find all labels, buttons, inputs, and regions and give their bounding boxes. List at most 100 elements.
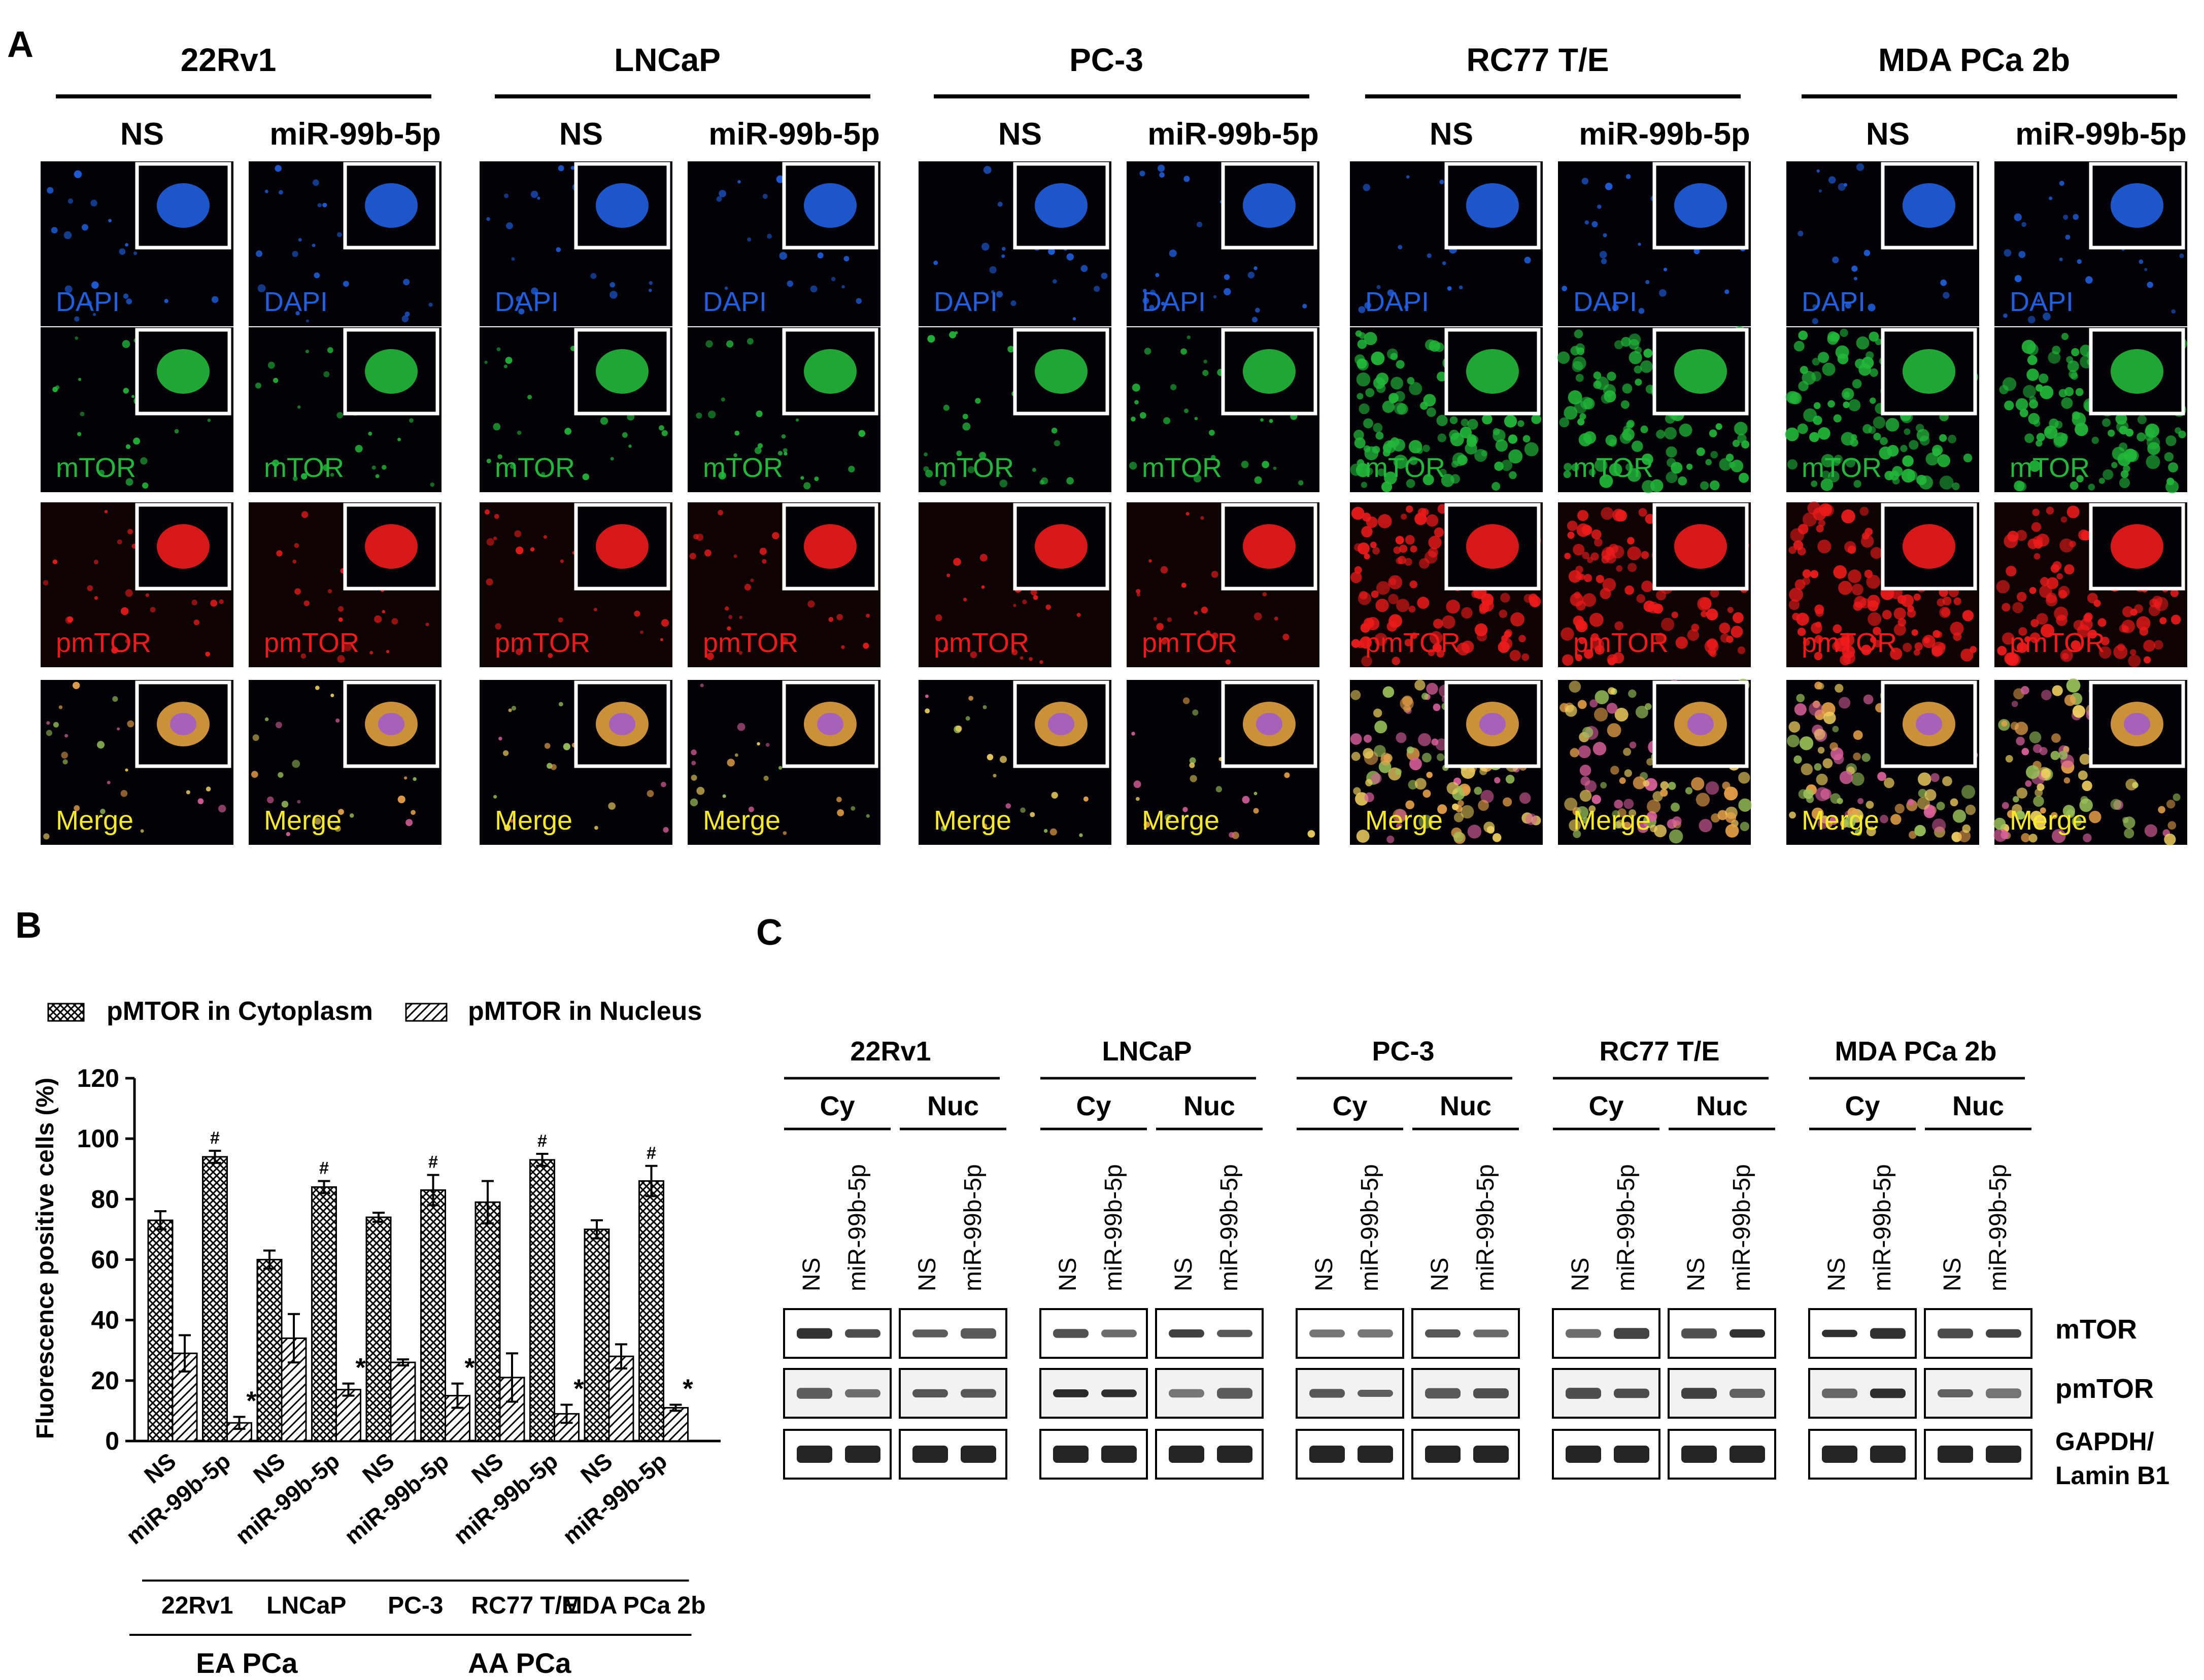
cell-spot bbox=[943, 404, 950, 411]
cell-spot bbox=[2012, 602, 2024, 613]
cell-spot bbox=[1833, 414, 1842, 423]
cell-spot bbox=[1931, 818, 1946, 833]
cell-spot bbox=[1911, 629, 1918, 636]
cell-spot bbox=[1428, 535, 1442, 550]
cell-spot bbox=[2014, 275, 2022, 283]
cell-spot bbox=[1351, 506, 1365, 520]
cell-spot bbox=[1950, 798, 1958, 807]
cell-spot bbox=[2080, 345, 2092, 357]
cell-spot bbox=[1499, 609, 1508, 619]
cell-spot bbox=[2001, 720, 2008, 727]
cell-spot bbox=[1419, 558, 1430, 569]
cell-spot bbox=[1370, 541, 1377, 548]
cell-spot bbox=[80, 412, 85, 417]
cell-spot bbox=[1811, 371, 1822, 382]
cell-spot bbox=[1529, 596, 1541, 607]
cell-spot bbox=[1409, 580, 1418, 589]
cell-spot bbox=[2016, 810, 2025, 820]
cell-spot bbox=[1242, 796, 1250, 804]
cell-spot bbox=[1094, 286, 1100, 292]
cell-spot bbox=[1446, 599, 1460, 614]
cell-spot bbox=[2146, 455, 2160, 469]
cell-spot bbox=[1377, 514, 1392, 529]
cell-spot bbox=[1357, 339, 1367, 349]
cell-spot bbox=[2060, 649, 2073, 662]
cell-spot bbox=[719, 190, 726, 197]
cell-spot bbox=[123, 293, 129, 299]
group-label: LNCaP bbox=[266, 1592, 346, 1619]
cell-spot bbox=[1371, 351, 1385, 365]
cell-spot bbox=[1616, 565, 1623, 572]
cell-spot bbox=[297, 800, 301, 804]
inset-cell bbox=[1674, 524, 1727, 569]
cell-spot bbox=[1880, 437, 1888, 445]
cell-spot bbox=[1373, 708, 1382, 717]
blot-band bbox=[1681, 1388, 1717, 1399]
cell-spot bbox=[1364, 302, 1371, 309]
channel-label: mTOR bbox=[56, 453, 136, 483]
cell-spot bbox=[866, 613, 870, 618]
cell-spot bbox=[1711, 813, 1720, 823]
cell-spot bbox=[1241, 461, 1249, 468]
cell-spot bbox=[77, 432, 82, 436]
cell-spot bbox=[1788, 721, 1801, 733]
cell-spot bbox=[2137, 415, 2147, 425]
cell-spot bbox=[2158, 806, 2165, 814]
cell-spot bbox=[1032, 468, 1036, 472]
cell-spot bbox=[2136, 616, 2151, 631]
cell-spot bbox=[1393, 455, 1408, 469]
cell-spot bbox=[1572, 361, 1583, 372]
cell-spot bbox=[2077, 259, 2082, 264]
cell-spot bbox=[1186, 335, 1191, 339]
cell-spot bbox=[1568, 390, 1582, 405]
cell-spot bbox=[2054, 606, 2069, 621]
cell-spot bbox=[2041, 624, 2055, 638]
cell-spot bbox=[1400, 696, 1414, 711]
cell-spot bbox=[564, 428, 572, 435]
cell-spot bbox=[2036, 433, 2045, 442]
cell-spot bbox=[1627, 537, 1635, 545]
cell-spot bbox=[90, 199, 97, 207]
cell-spot bbox=[1494, 777, 1501, 783]
cell-spot bbox=[1894, 803, 1905, 814]
cell-spot bbox=[1943, 292, 1950, 299]
cell-spot bbox=[1802, 569, 1811, 578]
cell-spot bbox=[504, 193, 509, 198]
cell-spot bbox=[1182, 807, 1188, 812]
cell-spot bbox=[1406, 479, 1415, 488]
cell-spot bbox=[117, 727, 120, 731]
cell-spot bbox=[1822, 362, 1836, 376]
cell-spot bbox=[1600, 782, 1607, 788]
cell-spot bbox=[403, 279, 410, 286]
cell-spot bbox=[1200, 516, 1204, 520]
cell-spot bbox=[981, 243, 990, 251]
cell-spot bbox=[851, 806, 856, 811]
cell-spot bbox=[1616, 819, 1625, 829]
cell-spot bbox=[716, 196, 722, 202]
cell-spot bbox=[1832, 641, 1841, 651]
cell-spot bbox=[47, 187, 54, 194]
cell-spot bbox=[131, 395, 135, 398]
cell-spot bbox=[1508, 434, 1518, 444]
bar-cytoplasm bbox=[529, 1159, 555, 1442]
cell-spot bbox=[1467, 419, 1478, 430]
cell-spot bbox=[989, 266, 997, 273]
cell-spot bbox=[2052, 685, 2063, 696]
cell-spot bbox=[1822, 758, 1833, 769]
cell-spot bbox=[2100, 636, 2110, 646]
cell-spot bbox=[2064, 564, 2075, 575]
cell-spot bbox=[2077, 624, 2090, 638]
cell-spot bbox=[386, 650, 390, 654]
cell-spot bbox=[2056, 573, 2063, 580]
cell-spot bbox=[1396, 822, 1403, 829]
cell-spot bbox=[1870, 547, 1883, 559]
cell-spot bbox=[1591, 221, 1598, 227]
cell-spot bbox=[1405, 800, 1414, 809]
cell-spot bbox=[1351, 639, 1361, 648]
cell-spot bbox=[2144, 268, 2148, 271]
cell-spot bbox=[330, 472, 334, 477]
inset-nucleus bbox=[378, 713, 404, 735]
cell-spot bbox=[1811, 481, 1818, 487]
cell-spot bbox=[2006, 565, 2017, 577]
cell-spot bbox=[2063, 746, 2070, 752]
